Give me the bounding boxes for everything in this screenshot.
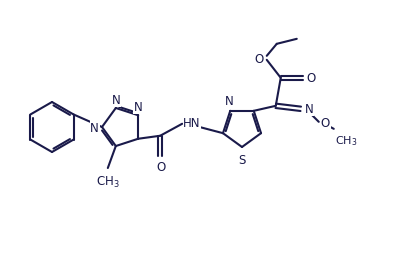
- Text: O: O: [320, 117, 329, 130]
- Text: S: S: [238, 153, 245, 166]
- Text: O: O: [156, 160, 165, 173]
- Text: O: O: [306, 72, 315, 85]
- Text: N: N: [111, 94, 120, 107]
- Text: CH$_3$: CH$_3$: [96, 174, 119, 189]
- Text: N: N: [134, 101, 142, 114]
- Text: N: N: [90, 121, 99, 134]
- Text: N: N: [304, 103, 313, 116]
- Text: CH$_3$: CH$_3$: [334, 133, 356, 147]
- Text: HN: HN: [183, 117, 200, 130]
- Text: O: O: [254, 53, 263, 66]
- Text: N: N: [224, 94, 233, 107]
